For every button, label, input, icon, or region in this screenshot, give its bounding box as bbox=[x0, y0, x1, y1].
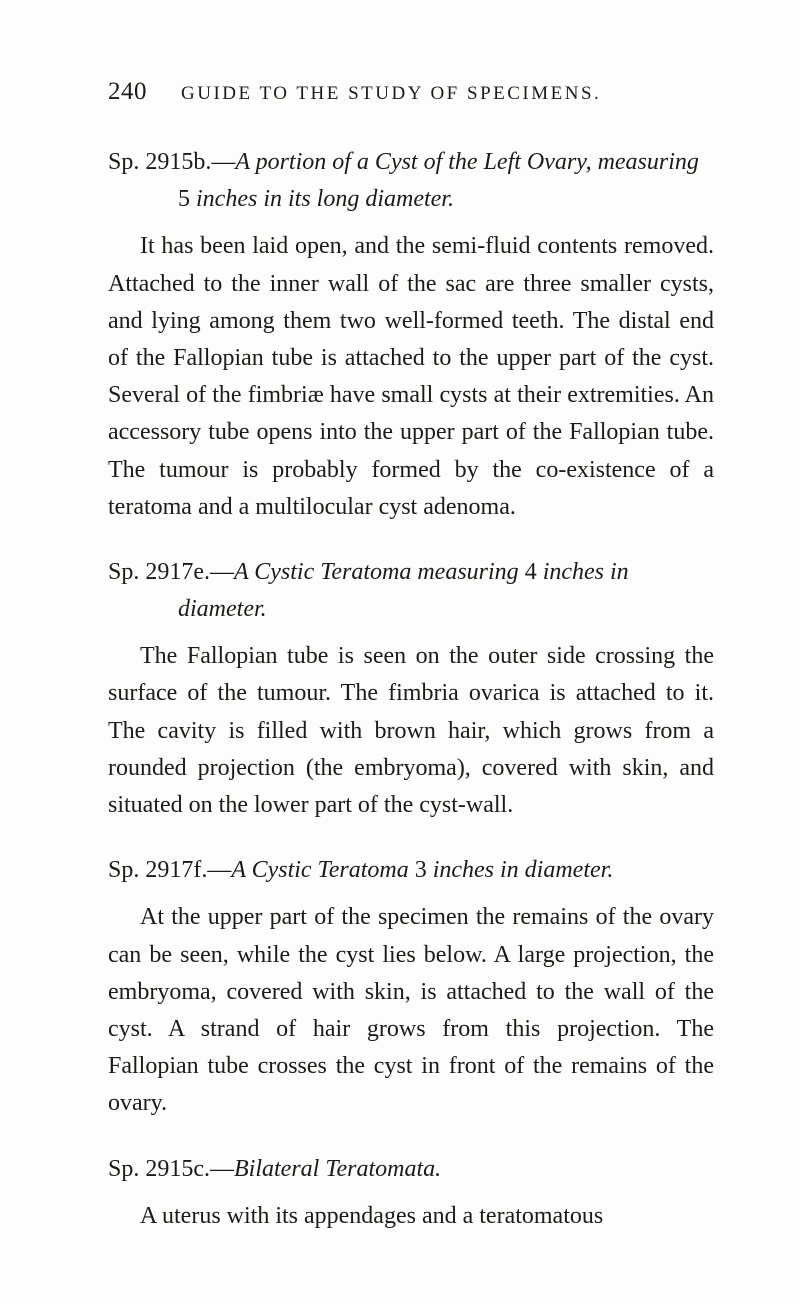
entry-head: Sp. 2917e.—A Cystic Teratoma measuring 4… bbox=[108, 554, 714, 628]
entry-head: Sp. 2917f.—A Cystic Teratoma 3 inches in… bbox=[108, 852, 714, 889]
entry-2915c: Sp. 2915c.—Bilateral Teratomata. A uteru… bbox=[108, 1151, 714, 1235]
entry-2915b: Sp. 2915b.—A portion of a Cyst of the Le… bbox=[108, 144, 714, 526]
entry-body: It has been laid open, and the semi-flui… bbox=[108, 228, 714, 526]
entry-head: Sp. 2915c.—Bilateral Teratomata. bbox=[108, 1151, 714, 1188]
entry-body: The Fallopian tube is seen on the outer … bbox=[108, 638, 714, 824]
entry-head-text: Sp. 2917f.—A Cystic Teratoma 3 inches in… bbox=[108, 852, 714, 889]
entry-head-text: Sp. 2915b.—A portion of a Cyst of the Le… bbox=[108, 144, 714, 218]
page-number: 240 bbox=[108, 78, 147, 106]
entry-2917f: Sp. 2917f.—A Cystic Teratoma 3 inches in… bbox=[108, 852, 714, 1122]
running-title: GUIDE TO THE STUDY OF SPECIMENS. bbox=[181, 83, 601, 105]
running-head: 240 GUIDE TO THE STUDY OF SPECIMENS. bbox=[108, 78, 714, 106]
entry-body: At the upper part of the specimen the re… bbox=[108, 899, 714, 1122]
entry-head-text: Sp. 2915c.—Bilateral Teratomata. bbox=[108, 1151, 714, 1188]
page: 240 GUIDE TO THE STUDY OF SPECIMENS. Sp.… bbox=[0, 0, 800, 1304]
entry-2917e: Sp. 2917e.—A Cystic Teratoma measuring 4… bbox=[108, 554, 714, 824]
entry-head-text: Sp. 2917e.—A Cystic Teratoma measuring 4… bbox=[108, 554, 714, 628]
entry-body: A uterus with its appendages and a terat… bbox=[108, 1198, 714, 1235]
entry-head: Sp. 2915b.—A portion of a Cyst of the Le… bbox=[108, 144, 714, 218]
